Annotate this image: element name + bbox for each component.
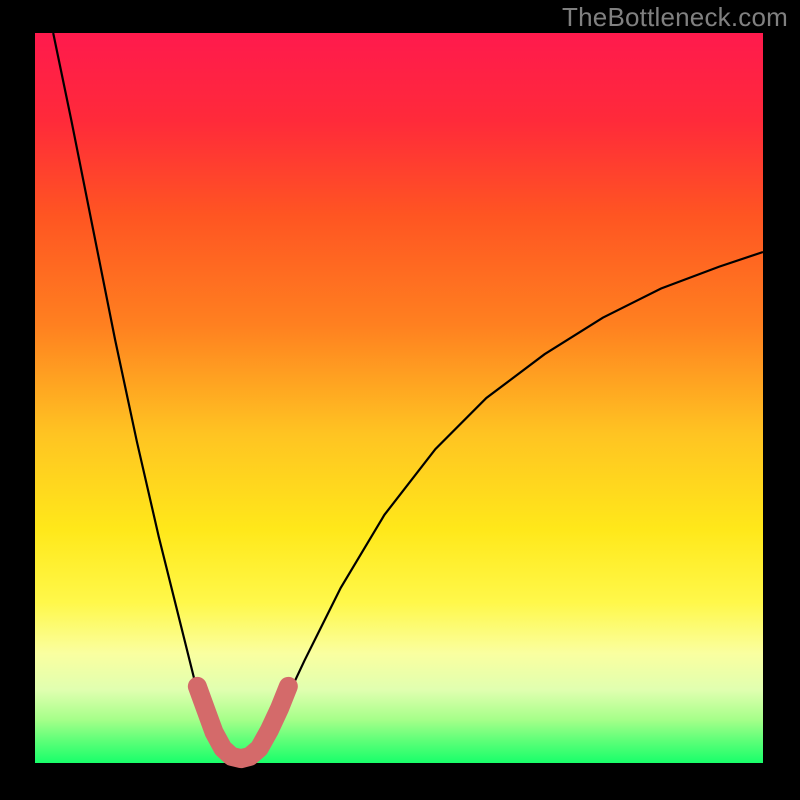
chart-stage: TheBottleneck.com xyxy=(0,0,800,800)
plot-background xyxy=(35,33,763,763)
watermark-text: TheBottleneck.com xyxy=(562,2,788,33)
bottleneck-chart xyxy=(0,0,800,800)
